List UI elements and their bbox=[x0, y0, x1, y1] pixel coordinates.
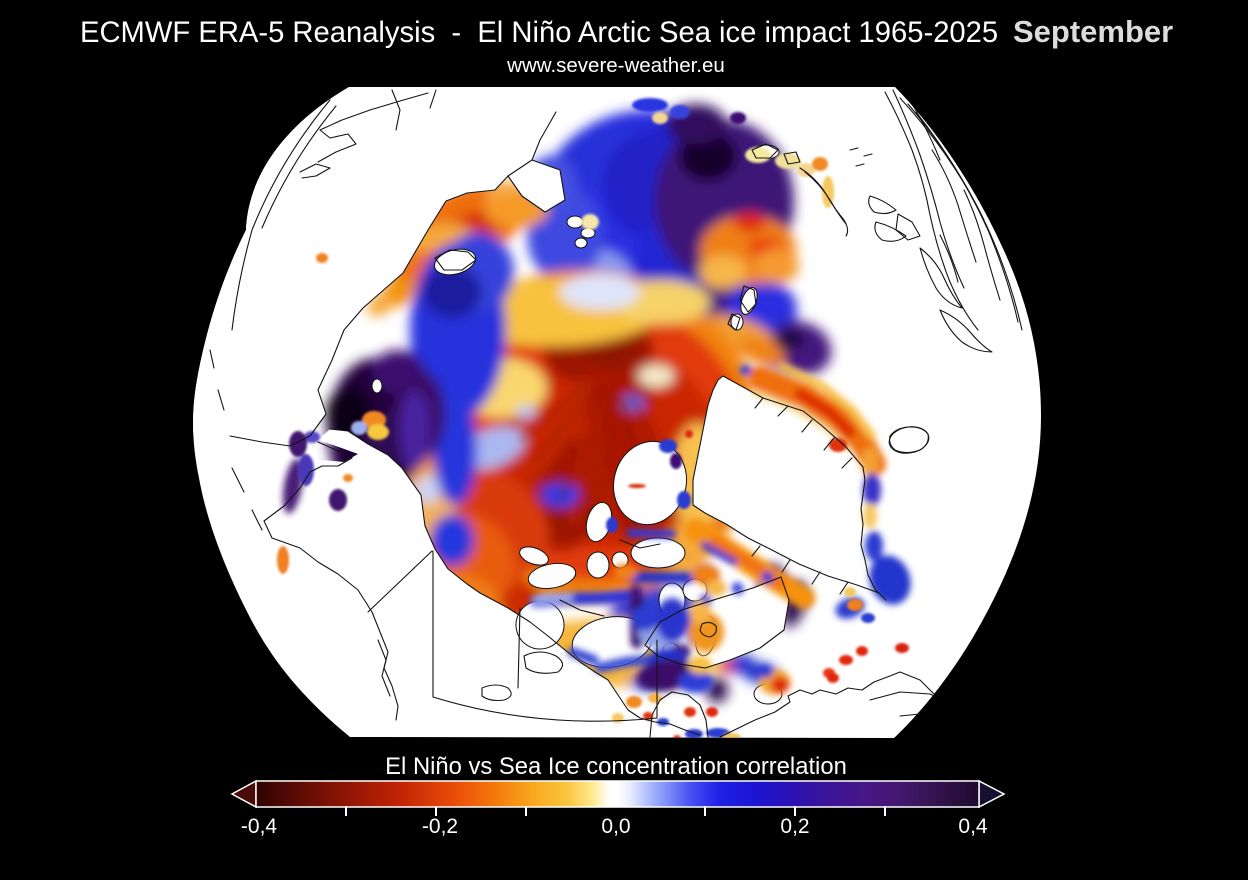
svg-text:September: September bbox=[1013, 14, 1173, 49]
svg-text:0,0: 0,0 bbox=[601, 815, 630, 838]
svg-text:www.severe-weather.eu: www.severe-weather.eu bbox=[506, 54, 725, 77]
svg-text:-0,4: -0,4 bbox=[241, 815, 278, 838]
svg-text:El Niño vs Sea Ice concentrati: El Niño vs Sea Ice concentration correla… bbox=[385, 753, 847, 780]
svg-text:0,2: 0,2 bbox=[780, 815, 809, 838]
svg-text:ECMWF ERA-5 Reanalysis - El: ECMWF ERA-5 Reanalysis - El Niño Arctic … bbox=[80, 17, 998, 49]
svg-text:0,4: 0,4 bbox=[958, 815, 988, 838]
svg-text:-0,2: -0,2 bbox=[422, 815, 458, 838]
